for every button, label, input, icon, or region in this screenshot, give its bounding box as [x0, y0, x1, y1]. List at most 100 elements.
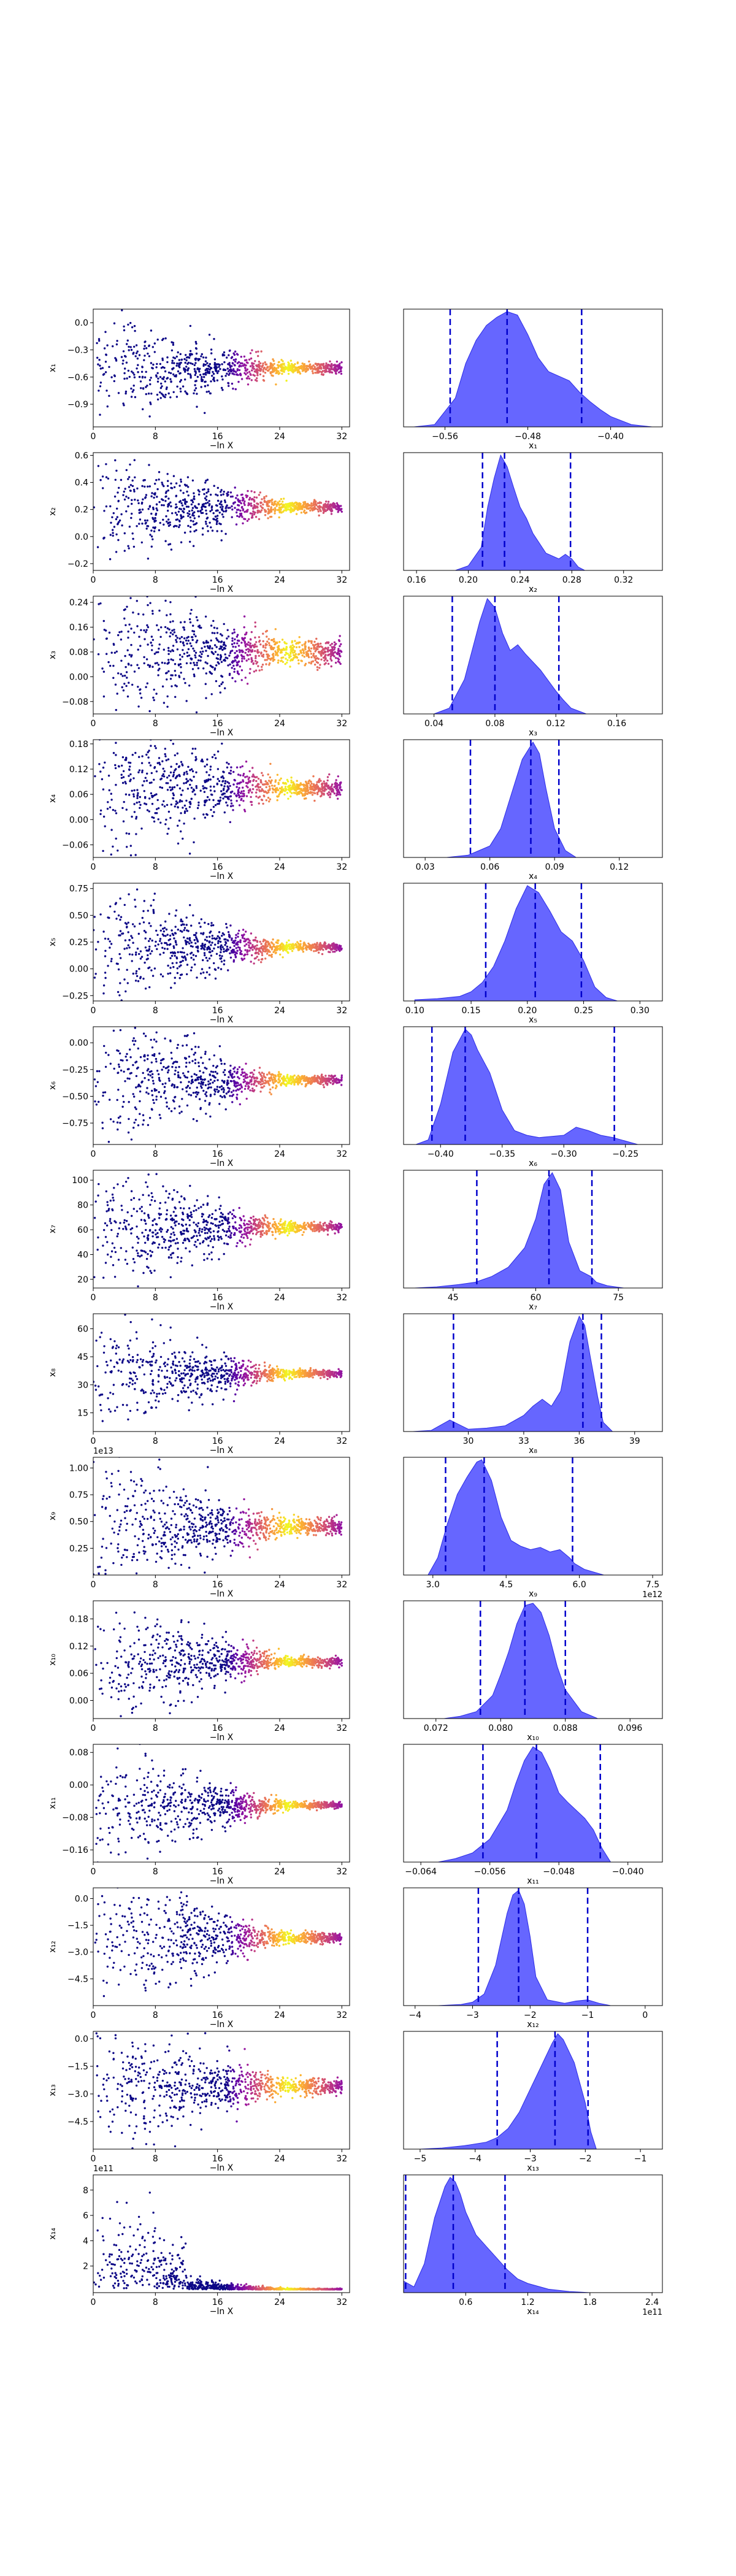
trace-sample	[336, 791, 339, 794]
trace-sample	[263, 380, 266, 382]
trace-sample	[302, 503, 305, 505]
trace-sample	[93, 916, 96, 918]
trace-sample	[153, 351, 156, 353]
trace-sample	[323, 1086, 325, 1089]
trace-sample	[189, 540, 191, 543]
trace-sample	[268, 664, 270, 666]
trace-sample	[213, 377, 215, 379]
trace-sample	[267, 500, 269, 502]
trace-sample	[187, 648, 190, 651]
trace-sample	[121, 675, 124, 677]
trace-sample	[178, 507, 181, 510]
trace-sample	[216, 783, 218, 786]
trace-sample	[124, 781, 126, 783]
trace-sample	[239, 766, 242, 769]
trace-sample	[194, 748, 197, 750]
trace-sample	[275, 383, 277, 386]
trace-sample	[115, 918, 118, 920]
trace-sample	[335, 368, 338, 370]
trace-sample	[141, 916, 144, 919]
trace-sample	[215, 937, 218, 940]
trace-sample	[234, 507, 236, 509]
trace-sample	[167, 1107, 171, 1110]
trace-sample	[93, 976, 96, 979]
trace-sample	[177, 594, 178, 596]
trace-sample	[132, 545, 136, 548]
trace-sample	[298, 370, 301, 374]
trace-sample	[330, 510, 332, 513]
trace-sample	[282, 782, 285, 784]
trace-sample	[128, 768, 131, 771]
trace-sample	[278, 516, 280, 519]
trace-sample	[280, 657, 283, 659]
trace-sample	[197, 659, 200, 662]
trace-sample	[221, 513, 224, 516]
trace-sample	[188, 942, 191, 945]
trace-sample	[187, 1070, 190, 1073]
trace-sample	[104, 371, 107, 374]
trace-sample	[212, 799, 215, 802]
trace-sample	[175, 503, 177, 506]
trace-sample	[326, 776, 329, 778]
trace-sample	[217, 935, 219, 938]
trace-sample	[159, 973, 163, 976]
trace-sample	[293, 507, 296, 509]
trace-sample	[181, 1098, 183, 1100]
trace-sample	[128, 761, 130, 764]
trace-sample	[226, 356, 228, 359]
trace-sample	[158, 667, 161, 670]
trace-sample	[236, 373, 239, 375]
trace-sample	[166, 803, 169, 807]
trace-sample	[219, 796, 222, 799]
trace-sample	[172, 343, 175, 346]
trace-sample	[312, 775, 315, 778]
trace-sample	[147, 604, 149, 607]
trace-sample	[218, 780, 221, 783]
trace-ytick-label: −0.3	[67, 345, 88, 355]
trace-sample	[121, 686, 123, 689]
trace-sample	[118, 1052, 121, 1055]
trace-xtick-label: 8	[153, 719, 158, 729]
trace-sample	[204, 520, 207, 523]
trace-sample	[195, 1095, 197, 1098]
trace-sample	[284, 786, 287, 788]
trace-sample	[224, 656, 227, 659]
trace-sample	[199, 651, 202, 653]
trace-sample	[149, 401, 151, 404]
trace-sample	[234, 501, 236, 504]
trace-sample	[268, 501, 271, 504]
trace-sample	[278, 500, 281, 502]
trace-sample	[153, 967, 156, 970]
trace-sample	[205, 391, 208, 393]
trace-sample	[284, 642, 286, 645]
trace-sample	[234, 939, 237, 942]
trace-sample	[263, 367, 265, 370]
trace-sample	[323, 780, 325, 783]
trace-sample	[297, 947, 299, 949]
trace-sample	[134, 979, 137, 982]
trace-sample	[317, 643, 320, 646]
trace-sample	[127, 478, 129, 480]
trace-sample	[147, 954, 149, 957]
trace-sample	[167, 650, 170, 652]
trace-sample	[205, 764, 209, 766]
trace-sample	[145, 494, 148, 496]
trace-sample	[335, 782, 339, 785]
trace-sample	[308, 945, 310, 948]
trace-sample	[319, 664, 321, 666]
trace-sample	[221, 375, 223, 378]
trace-sample	[246, 683, 249, 685]
trace-sample	[193, 492, 195, 494]
trace-sample	[234, 779, 236, 782]
kde-xlabel: x₅	[529, 1015, 537, 1025]
trace-sample	[125, 496, 128, 498]
trace-sample	[188, 618, 191, 621]
trace-sample	[272, 943, 275, 946]
trace-sample	[164, 823, 167, 826]
trace-sample	[324, 651, 327, 653]
trace-sample	[137, 771, 140, 773]
trace-sample	[164, 540, 167, 542]
trace-sample	[151, 950, 153, 953]
trace-sample	[255, 795, 258, 798]
